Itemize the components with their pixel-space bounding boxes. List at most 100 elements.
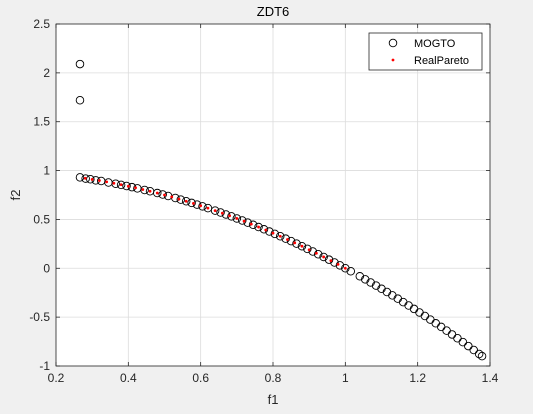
point-mogto	[292, 239, 301, 248]
point-realpareto	[278, 234, 282, 238]
point-realpareto	[177, 197, 181, 201]
point-realpareto	[257, 225, 260, 229]
y-tick-label: -0.5	[29, 310, 50, 324]
point-mogto	[176, 195, 186, 204]
y-axis-label: f2	[8, 190, 23, 201]
point-mogto	[355, 272, 365, 281]
point-mogto	[324, 255, 334, 264]
point-realpareto	[249, 222, 253, 226]
axis-ticks: 0.2 0.4 0.6 0.8 1 1.2 1.4 -1 -0.5 0 0.5 1 1.5 2 2.5	[29, 17, 498, 385]
point-mogto	[116, 180, 126, 190]
point-mogto	[140, 185, 149, 195]
point-realpareto	[112, 181, 116, 185]
point-mogto	[281, 234, 290, 243]
point-mogto	[330, 258, 339, 267]
point-mogto	[341, 264, 350, 273]
point-realpareto	[134, 186, 137, 190]
point-realpareto	[192, 202, 195, 205]
point-realpareto	[286, 238, 289, 241]
x-tick-label: 0.2	[48, 371, 65, 385]
point-mogto	[210, 206, 220, 215]
point-mogto	[111, 179, 120, 189]
point-mogto	[335, 261, 345, 270]
point-realpareto	[307, 248, 311, 252]
point-mogto	[477, 351, 487, 361]
point-realpareto	[199, 204, 203, 208]
point-realpareto	[126, 184, 130, 188]
point-realpareto	[170, 195, 174, 199]
point-mogto	[270, 229, 280, 239]
point-mogto	[187, 198, 196, 208]
point-mogto	[248, 220, 258, 230]
point-mogto	[232, 214, 242, 223]
legend-marker-realpareto	[391, 58, 395, 62]
point-realpareto	[228, 214, 232, 218]
point-realpareto	[293, 241, 297, 245]
y-tick-label: -1	[39, 359, 50, 373]
point-mogto	[319, 252, 328, 262]
point-mogto	[198, 202, 207, 211]
data-marks	[75, 59, 487, 361]
point-mogto	[75, 59, 85, 69]
y-tick-label: 1	[43, 164, 50, 178]
point-realpareto	[206, 206, 210, 210]
point-mogto	[243, 218, 252, 227]
x-tick-label: 1.4	[482, 371, 499, 385]
point-mogto	[153, 188, 162, 198]
x-tick-label: 1	[342, 371, 349, 385]
point-mogto	[216, 208, 225, 217]
legend-label-mogto: MOGTO	[414, 38, 456, 50]
y-tick-label: 0	[43, 261, 50, 275]
point-realpareto	[322, 255, 326, 259]
point-mogto	[313, 249, 323, 259]
point-mogto	[203, 203, 213, 213]
point-realpareto	[315, 251, 318, 255]
point-realpareto	[148, 189, 152, 193]
point-realpareto	[343, 266, 347, 270]
point-mogto	[238, 216, 247, 225]
point-realpareto	[271, 231, 275, 235]
point-realpareto	[83, 176, 87, 180]
legend-label-realpareto: RealPareto	[414, 55, 469, 67]
point-mogto	[303, 244, 312, 254]
point-realpareto	[90, 177, 94, 181]
point-mogto	[81, 174, 90, 183]
point-mogto	[297, 241, 307, 251]
point-realpareto	[235, 217, 239, 220]
point-realpareto	[300, 244, 304, 248]
legend-box	[368, 32, 483, 71]
point-realpareto	[155, 191, 159, 195]
point-mogto	[308, 247, 318, 256]
point-realpareto	[242, 219, 246, 223]
point-mogto	[158, 190, 167, 199]
point-mogto	[227, 212, 236, 221]
point-realpareto	[336, 262, 340, 266]
point-mogto	[286, 236, 296, 246]
point-realpareto	[213, 209, 217, 213]
point-realpareto	[184, 199, 188, 203]
point-realpareto	[163, 193, 166, 197]
x-tick-label: 0.4	[120, 371, 137, 385]
point-realpareto	[98, 179, 101, 182]
point-mogto	[122, 181, 131, 191]
legend: MOGTO RealPareto	[368, 32, 483, 71]
point-realpareto	[105, 180, 109, 184]
point-mogto	[275, 231, 285, 241]
x-tick-label: 0.8	[265, 371, 282, 385]
chart-title: ZDT6	[257, 4, 290, 19]
legend-marker-mogto	[388, 38, 398, 48]
point-mogto	[254, 222, 263, 232]
y-tick-label: 0.5	[33, 212, 50, 226]
point-realpareto	[119, 183, 123, 187]
point-mogto	[469, 345, 478, 355]
y-tick-label: 2	[43, 66, 50, 80]
y-tick-label: 1.5	[33, 115, 50, 129]
x-tick-label: 1.2	[409, 371, 426, 385]
x-axis-label: f1	[268, 392, 279, 407]
x-tick-label: 0.6	[192, 371, 209, 385]
point-mogto	[75, 95, 85, 105]
point-mogto	[346, 266, 356, 276]
point-mogto	[265, 227, 274, 236]
